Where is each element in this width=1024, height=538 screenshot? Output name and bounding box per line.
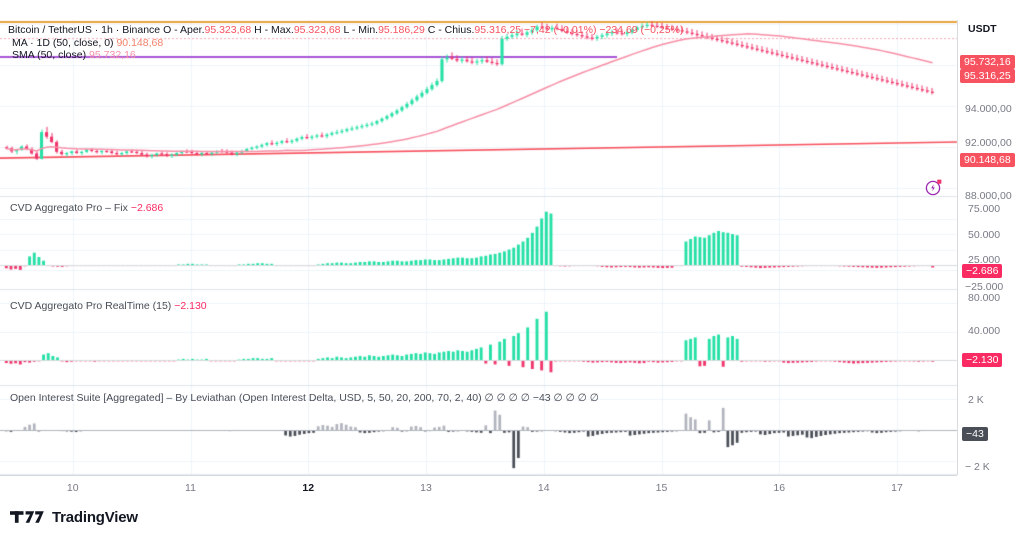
oi-badge[interactable]: −43 [962,427,988,441]
price-tick-88000: 88.000,00 [965,190,1012,202]
cvdrt-tick-40000: 40.000 [968,325,1001,337]
sma-title: SMA (50, close) [12,49,87,61]
cvd-realtime-legend[interactable]: CVD Aggregato Pro RealTime (15) −2.130 [10,300,207,312]
ma-value: 90.148,68 [116,37,164,49]
price-badge-ma[interactable]: 90.148,68 [960,153,1015,167]
cvd-tick-25000: 25.000 [968,254,1001,266]
time-tick-10: 10 [66,482,79,494]
alert-lightning-icon[interactable] [925,178,943,196]
change-abs: −7,42 [524,24,551,36]
close-label: C - Chius. [427,24,475,36]
oi-tick-neg2k: − 2 K [965,461,990,473]
cvd-realtime-period: (15) [152,300,172,312]
cvd-badge[interactable]: −2.686 [962,264,1003,278]
price-axis[interactable] [957,20,1024,475]
price-legend: Bitcoin / TetherUS · 1h · Binance O - Ap… [8,24,683,38]
low-label: L - Min. [343,24,379,36]
price-tick-94000: 94.000,00 [965,103,1012,115]
sma-legend-row[interactable]: SMA (50, close) 95.732,16 [12,49,136,61]
time-axis[interactable]: 10 11 12 13 14 15 16 17 [0,475,1024,505]
tradingview-mark-icon [10,511,44,523]
symbol-legend-row: Bitcoin / TetherUS · 1h · Binance O - Ap… [8,24,683,36]
oi-symbols-right: ∅ ∅ ∅ ∅ [553,392,599,404]
time-axis-line [0,475,957,476]
tradingview-wordmark: TradingView [52,508,138,526]
symbol-title[interactable]: Bitcoin / TetherUS · 1h · Binance [8,24,161,36]
open-interest-legend[interactable]: Open Interest Suite [Aggregated] – By Le… [10,392,599,404]
close-value: 95.316,25 [474,24,522,36]
price-badge-sma[interactable]: 95.732,16 [960,55,1015,69]
cvd-tick-75000: 75.000 [968,203,1001,215]
open-value: 95.323,68 [204,24,252,36]
cvd-realtime-value: −2.130 [174,300,207,312]
cvd-realtime-title: CVD Aggregato Pro RealTime [10,300,150,312]
open-label: O - Aper. [163,24,205,36]
time-tick-15: 15 [655,482,668,494]
cvdrt-badge[interactable]: −2.130 [962,353,1003,367]
open-interest-title: Open Interest Suite [Aggregated] – By Le… [10,392,482,404]
time-tick-17: 17 [891,482,903,494]
tradingview-logo[interactable]: TradingView [10,508,138,526]
time-tick-11: 11 [185,482,196,494]
cvd-tick-neg25000: −25.000 [965,281,1004,293]
cvd-fix-title: CVD Aggregato Pro – Fix [10,202,128,214]
low-value: 95.186,29 [378,24,425,36]
cvd-tick-50000: 50.000 [968,229,1001,241]
price-tick-92000: 92.000,00 [965,137,1012,149]
time-tick-14: 14 [537,482,550,494]
ma-title: MA · 1D (50, close, 0) [12,37,114,49]
ma-legend-row[interactable]: MA · 1D (50, close, 0) 90.148,68 [12,37,163,49]
cvd-fix-legend[interactable]: CVD Aggregato Pro – Fix −2.686 [10,202,163,214]
time-tick-12: 12 [302,482,315,494]
oi-value: −43 [532,392,551,404]
axis-divider [957,20,958,475]
oi-symbols-left: ∅ ∅ ∅ ∅ [484,392,530,404]
oi-tick-2k: 2 K [968,394,984,406]
high-label: H - Max. [254,24,294,36]
price-badge-last[interactable]: 95.316,25 [960,69,1015,83]
time-tick-13: 13 [420,482,432,494]
change-pct: (−0,01%) [553,24,597,36]
change-abs-secondary: −234,69 [599,24,638,36]
cvdrt-tick-80000: 80.000 [968,292,1001,304]
high-value: 95.323,68 [293,24,341,36]
cvd-fix-value: −2.686 [130,202,164,214]
change-pct-secondary: (−0,25%) [640,24,684,36]
price-axis-unit: USDT [968,23,997,35]
sma-value: 95.732,16 [89,49,136,61]
time-tick-16: 16 [773,482,786,494]
